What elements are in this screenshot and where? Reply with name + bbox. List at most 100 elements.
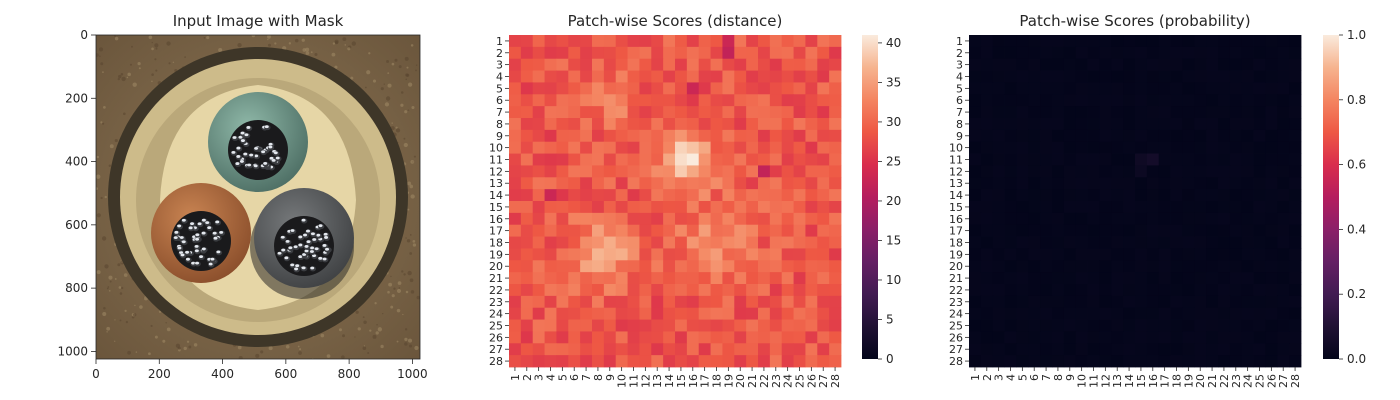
heatmap-cell: [1277, 307, 1290, 320]
heatmap-cell: [1052, 295, 1065, 309]
heatmap-cell: [1170, 141, 1183, 154]
heatmap-cell: [509, 35, 522, 48]
heatmap-cell: [746, 248, 759, 261]
heatmap-cell: [1123, 236, 1136, 249]
heatmap-cell: [1194, 212, 1207, 226]
heatmap-cell: [746, 82, 759, 95]
heatmap-cell: [746, 118, 759, 131]
heatmap-cell: [532, 307, 545, 320]
heatmap-cell: [520, 70, 534, 83]
heatmap-cell: [663, 236, 676, 249]
heatmap-cell: [592, 343, 605, 356]
heatmap-cell: [1087, 46, 1100, 60]
heatmap-cell: [568, 82, 581, 95]
heatmap-cell: [1146, 248, 1160, 261]
probability-colorbar-ticks: 0.00.20.40.60.81.0: [1339, 28, 1366, 366]
heatmap-cell: [544, 343, 557, 356]
heatmap-cell: [969, 70, 982, 83]
heatmap-cell: [1087, 236, 1100, 249]
heatmap-cell: [509, 295, 522, 309]
heatmap-cell: [829, 106, 842, 119]
heatmap-cell: [1028, 272, 1041, 285]
heatmap-cell: [1075, 201, 1088, 214]
heatmap-cell: [1241, 260, 1254, 273]
col-label: 18: [1171, 374, 1184, 388]
heatmap-cell: [686, 82, 700, 95]
heatmap-cell: [1241, 106, 1254, 119]
heatmap-cell: [722, 236, 735, 249]
heatmap-cell: [651, 307, 664, 320]
heatmap-cell: [639, 141, 652, 154]
heatmap-cell: [1075, 58, 1088, 71]
heatmap-cell: [1040, 35, 1053, 48]
heatmap-cell: [734, 94, 747, 107]
heatmap-cell: [992, 153, 1005, 166]
heatmap-cell: [758, 248, 771, 261]
heatmap-cell: [651, 94, 664, 107]
heatmap-cell: [663, 284, 676, 297]
heatmap-cell: [663, 272, 676, 285]
heatmap-cell: [1170, 129, 1183, 143]
heatmap-cell: [698, 153, 711, 166]
heatmap-cell: [1111, 260, 1124, 273]
heatmap-cell: [734, 177, 747, 190]
heatmap-cell: [969, 35, 982, 48]
heatmap-cell: [615, 248, 628, 261]
heatmap-cell: [817, 82, 830, 95]
heatmap-cell: [829, 94, 842, 107]
heatmap-cell: [1253, 165, 1266, 178]
heatmap-cell: [568, 212, 581, 226]
col-label: 12: [639, 374, 652, 388]
heatmap-cell: [509, 355, 522, 368]
heatmap-cell: [675, 260, 688, 273]
heatmap-cell: [592, 165, 605, 178]
y-tick-label: 0: [80, 28, 88, 42]
heatmap-cell: [663, 201, 676, 214]
heatmap-cell: [1170, 343, 1183, 356]
x-tick-label: 1000: [397, 367, 428, 381]
heatmap-cell: [1182, 82, 1195, 95]
heatmap-cell: [686, 260, 700, 273]
heatmap-cell: [1040, 165, 1053, 178]
heatmap-cell: [532, 165, 545, 178]
heatmap-cell: [698, 343, 711, 356]
heatmap-cell: [805, 236, 818, 249]
col-label: 3: [533, 374, 546, 381]
heatmap-cell: [1135, 46, 1148, 60]
heatmap-cell: [992, 295, 1005, 309]
heatmap-cell: [532, 70, 545, 83]
heatmap-cell: [769, 355, 783, 368]
heatmap-cell: [520, 212, 534, 226]
heatmap-cell: [1052, 331, 1065, 344]
heatmap-cell: [817, 331, 830, 344]
heatmap-cell: [1052, 129, 1065, 143]
heatmap-cell: [627, 319, 640, 332]
heatmap-cell: [969, 118, 982, 131]
heatmap-cell: [722, 46, 735, 60]
heatmap-cell: [746, 236, 759, 249]
heatmap-cell: [603, 272, 617, 285]
heatmap-cell: [592, 153, 605, 166]
heatmap-cell: [509, 248, 522, 261]
heatmap-cell: [1289, 82, 1302, 95]
heatmap-cell: [627, 82, 640, 95]
heatmap-cell: [722, 141, 735, 154]
heatmap-cell: [758, 295, 771, 309]
distance-col-labels: 1234567891011121314151617181920212223242…: [509, 367, 842, 388]
heatmap-cell: [1075, 189, 1088, 202]
heatmap-cell: [1206, 201, 1219, 214]
heatmap-cell: [1265, 236, 1278, 249]
heatmap-cell: [509, 141, 522, 154]
heatmap-cell: [1265, 70, 1278, 83]
heatmap-cell: [1253, 343, 1266, 356]
heatmap-cell: [805, 70, 818, 83]
heatmap-cell: [781, 94, 794, 107]
heatmap-cell: [675, 106, 688, 119]
heatmap-cell: [1194, 118, 1207, 131]
heatmap-cell: [992, 70, 1005, 83]
heatmap-cell: [686, 165, 700, 178]
heatmap-cell: [615, 343, 628, 356]
heatmap-cell: [1229, 46, 1243, 60]
heatmap-cell: [1099, 307, 1112, 320]
